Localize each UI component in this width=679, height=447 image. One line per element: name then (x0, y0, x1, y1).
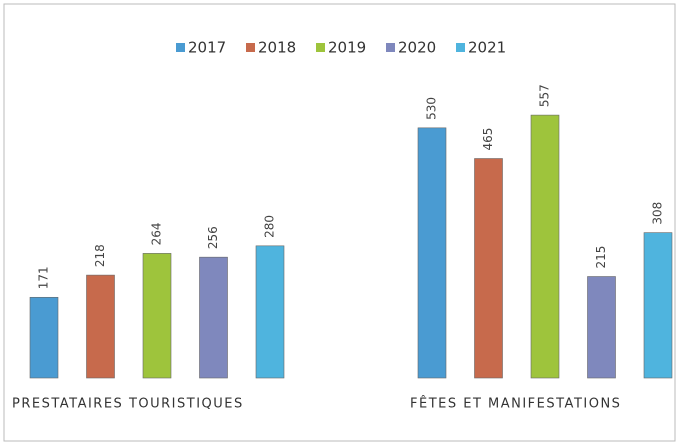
bar (530, 114, 560, 379)
bar (643, 232, 673, 379)
legend-label: 2017 (188, 39, 226, 57)
data-label: 215 (594, 246, 608, 269)
bar (86, 274, 115, 379)
data-label: 256 (206, 226, 220, 249)
bar (255, 245, 285, 379)
x-tick-label: PRESTATAIRES TOURISTIQUES (12, 397, 244, 412)
chart-border (3, 3, 676, 442)
data-label: 264 (150, 222, 164, 245)
bar (199, 256, 228, 379)
data-label: 465 (481, 128, 495, 151)
bar (29, 296, 59, 379)
legend-swatch (456, 43, 465, 52)
bar (587, 276, 616, 379)
legend-label: 2021 (468, 39, 506, 57)
legend-swatch (246, 43, 255, 52)
bar (474, 158, 503, 379)
data-label: 280 (263, 215, 277, 238)
data-label: 218 (93, 244, 107, 267)
x-tick-label: FÊTES ET MANIFESTATIONS (410, 396, 621, 412)
bar (142, 253, 172, 379)
legend-swatch (176, 43, 185, 52)
legend-swatch (316, 43, 325, 52)
legend-label: 2018 (258, 39, 296, 57)
bar (417, 127, 447, 379)
data-label: 530 (425, 97, 439, 120)
legend-label: 2020 (398, 39, 436, 57)
data-label: 308 (651, 202, 665, 225)
legend-swatch (386, 43, 395, 52)
legend-label: 2019 (328, 39, 366, 57)
data-label: 557 (538, 84, 552, 107)
data-label: 171 (37, 266, 51, 289)
